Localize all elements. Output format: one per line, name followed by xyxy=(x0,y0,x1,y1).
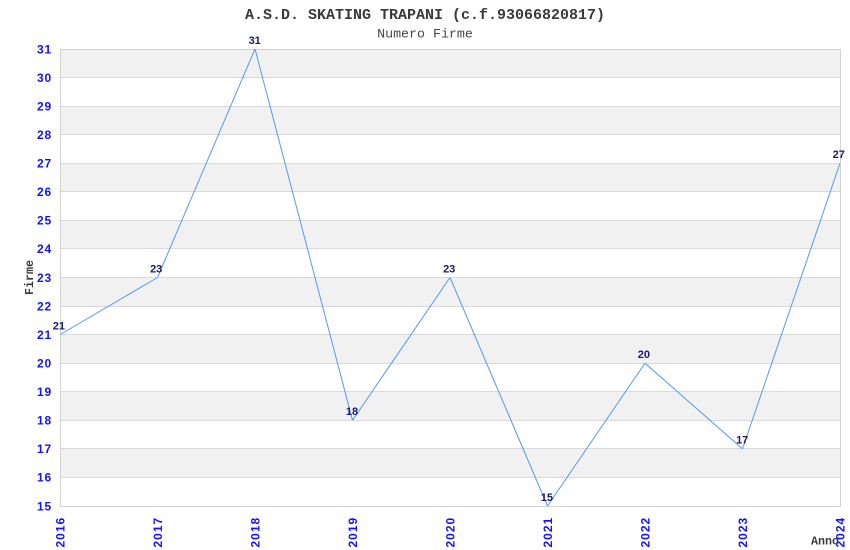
svg-text:23: 23 xyxy=(443,263,455,275)
svg-text:Firme: Firme xyxy=(23,260,37,295)
svg-text:17: 17 xyxy=(736,435,748,447)
svg-text:23: 23 xyxy=(150,263,162,275)
svg-text:A.S.D. SKATING TRAPANI (c.f.93: A.S.D. SKATING TRAPANI (c.f.93066820817) xyxy=(245,7,605,24)
svg-text:20: 20 xyxy=(638,349,650,361)
svg-text:2022: 2022 xyxy=(638,517,652,548)
svg-text:18: 18 xyxy=(37,414,52,428)
svg-text:22: 22 xyxy=(37,299,52,313)
svg-text:16: 16 xyxy=(37,471,52,485)
svg-text:25: 25 xyxy=(37,214,52,228)
svg-text:Anno: Anno xyxy=(811,535,839,549)
svg-text:21: 21 xyxy=(53,321,65,333)
svg-text:2020: 2020 xyxy=(443,517,457,548)
svg-text:31: 31 xyxy=(249,35,261,47)
svg-text:2023: 2023 xyxy=(736,517,750,548)
svg-text:18: 18 xyxy=(346,406,358,418)
svg-text:17: 17 xyxy=(37,442,52,456)
svg-text:2016: 2016 xyxy=(53,517,67,548)
svg-text:15: 15 xyxy=(541,492,553,504)
svg-text:2024: 2024 xyxy=(833,517,847,548)
svg-text:2017: 2017 xyxy=(151,517,165,548)
svg-text:20: 20 xyxy=(37,357,52,371)
svg-text:31: 31 xyxy=(37,42,52,56)
svg-text:2018: 2018 xyxy=(248,517,262,548)
svg-text:26: 26 xyxy=(37,185,52,199)
svg-text:27: 27 xyxy=(37,157,52,171)
svg-text:2021: 2021 xyxy=(541,517,555,548)
svg-text:27: 27 xyxy=(833,149,845,161)
svg-text:2019: 2019 xyxy=(346,517,360,548)
svg-text:28: 28 xyxy=(37,128,52,142)
svg-text:24: 24 xyxy=(37,242,52,256)
svg-text:19: 19 xyxy=(37,385,52,399)
svg-text:23: 23 xyxy=(37,271,52,285)
svg-text:Numero Firme: Numero Firme xyxy=(377,27,473,42)
svg-text:29: 29 xyxy=(37,99,52,113)
svg-text:15: 15 xyxy=(37,499,52,513)
svg-text:21: 21 xyxy=(37,328,52,342)
svg-text:30: 30 xyxy=(37,71,52,85)
